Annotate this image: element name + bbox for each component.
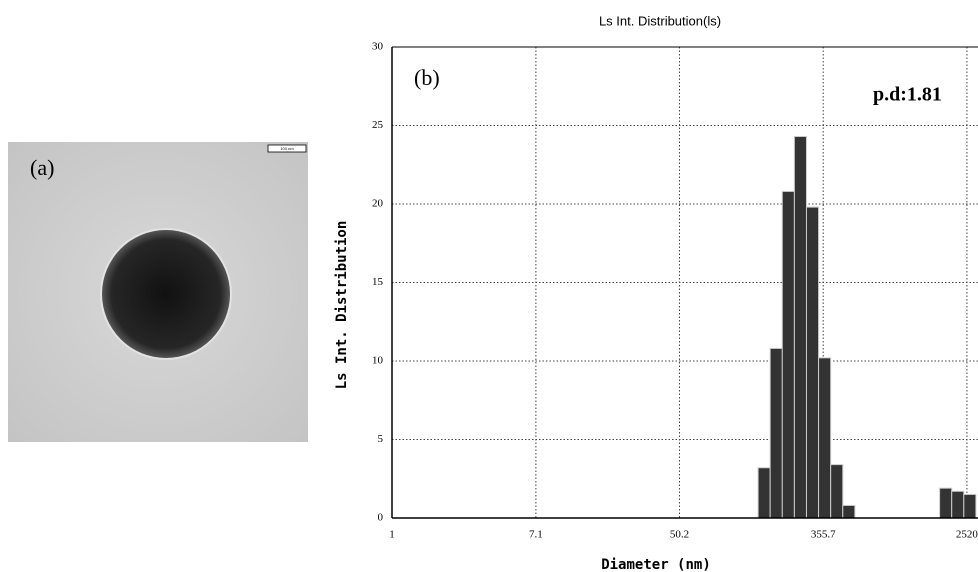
bar [770, 348, 782, 518]
x-tick-label: 355.7 [811, 529, 836, 541]
bar [831, 465, 843, 518]
bar [794, 136, 806, 518]
y-tick-label: 5 [378, 433, 384, 445]
bar [952, 491, 964, 518]
panel-label: (b) [414, 65, 440, 90]
figure: 100 nm (a) Ls Int. Distribution(ls) (b) … [0, 0, 978, 572]
bar [843, 505, 855, 518]
bar [806, 207, 818, 518]
x-tick-label: 1 [389, 529, 395, 541]
y-tick-label: 20 [372, 198, 384, 210]
x-tick-label: 7.1 [529, 529, 543, 541]
y-tick-label: 25 [372, 119, 384, 131]
y-tick-label: 10 [372, 355, 384, 367]
x-axis-label: Diameter (nm) [601, 557, 711, 572]
chart: Ls Int. Distribution(ls) (b) p.d:1.81 Di… [334, 13, 978, 572]
x-tick-label: 2520 [956, 529, 978, 541]
y-axis-label: Ls Int. Distribution [334, 221, 350, 390]
bar [819, 358, 831, 518]
y-tick-label: 30 [372, 41, 384, 53]
chart-title: Ls Int. Distribution(ls) [599, 13, 721, 28]
tem-panel: 100 nm (a) [8, 142, 308, 442]
particle [102, 230, 230, 358]
bar [964, 494, 976, 518]
annotation: p.d:1.81 [873, 84, 942, 106]
y-tick-label: 15 [372, 276, 384, 288]
y-tick-label: 0 [378, 512, 384, 524]
panel-label: (a) [30, 155, 54, 180]
bar [758, 468, 770, 518]
bar [940, 488, 952, 518]
scale-bar-label: 100 nm [280, 146, 294, 151]
x-tick-label: 50.2 [670, 529, 689, 541]
bar [782, 191, 794, 518]
